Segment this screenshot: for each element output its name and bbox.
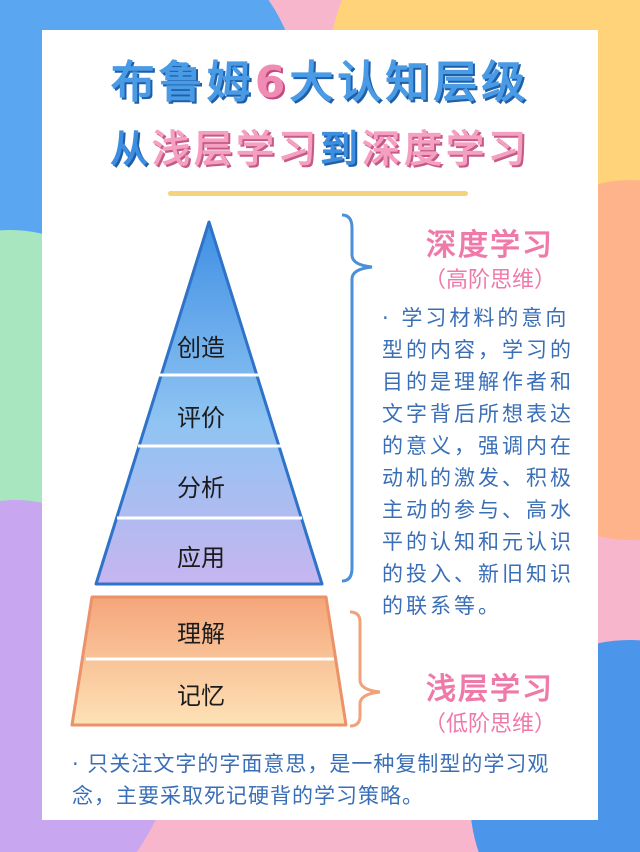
pyramid-top-deep bbox=[94, 220, 324, 586]
deep-learning-description: · 学习材料的意向型的内容，学习的目的是理解作者和文字背后所想表达的意义，强调内… bbox=[382, 306, 574, 618]
subtitle: 从浅层学习到深度学习 bbox=[109, 127, 531, 171]
level-analyze: 分析 bbox=[177, 474, 225, 502]
shallow-bracket bbox=[349, 610, 381, 728]
shallow-learning-subtitle: （低阶思维） bbox=[423, 712, 556, 737]
shallow-learning-description: · 只关注文字的字面意思，是一种复制型的学习观念，主要采取死记硬背的学习策略。 bbox=[72, 752, 550, 808]
level-remember: 记忆 bbox=[177, 682, 225, 710]
deep-learning-subtitle: （高阶思维） bbox=[423, 268, 556, 293]
pyramid-bottom-shallow bbox=[70, 595, 348, 727]
level-create: 创造 bbox=[177, 334, 225, 362]
deep-bracket bbox=[341, 213, 373, 583]
level-evaluate: 评价 bbox=[177, 404, 225, 432]
main-title: 布鲁姆6大认知层级 bbox=[110, 57, 530, 108]
shallow-learning-title: 浅层学习 bbox=[426, 672, 554, 707]
level-understand: 理解 bbox=[177, 620, 225, 648]
title-divider bbox=[168, 191, 468, 196]
deep-learning-title: 深度学习 bbox=[426, 228, 554, 263]
level-apply: 应用 bbox=[177, 544, 225, 572]
